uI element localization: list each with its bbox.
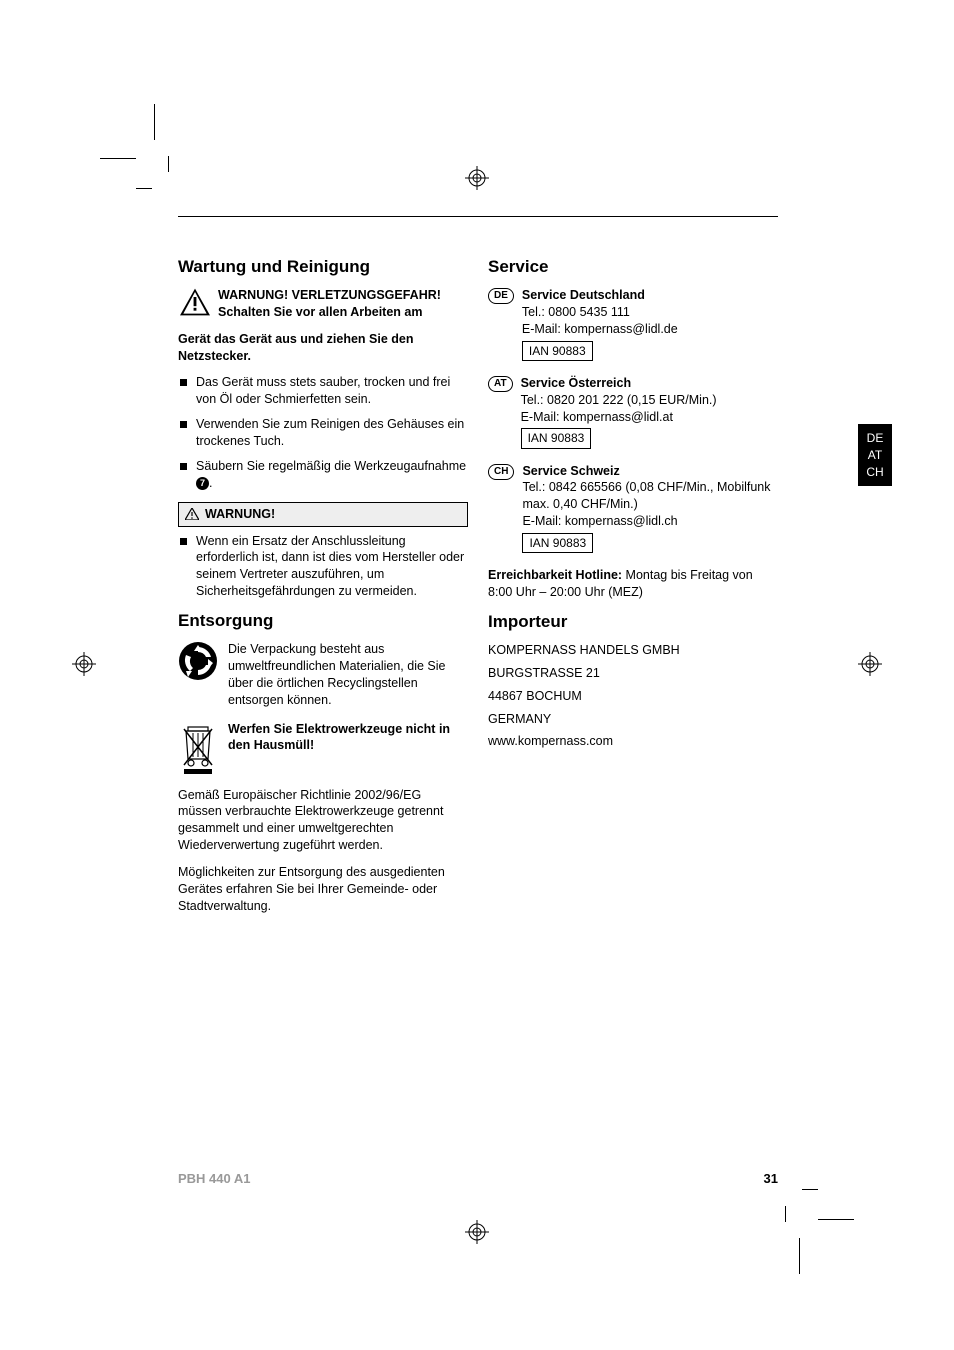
page-footer: PBH 440 A1 31: [178, 1171, 778, 1186]
warning-continuation: Gerät das Gerät aus und ziehen Sie den N…: [178, 331, 468, 365]
crop-mark-icon: [100, 158, 136, 159]
registration-mark-icon: [858, 652, 882, 676]
bullet-list-2: Wenn ein Ersatz der Anschlussleitung erf…: [178, 533, 468, 601]
service-tel: Tel.: 0820 201 222 (0,15 EUR/Min.): [521, 392, 717, 409]
heading-importeur: Importeur: [488, 611, 778, 634]
list-item: Wenn ein Ersatz der Anschlussleitung erf…: [178, 533, 468, 601]
registration-mark-icon: [72, 652, 96, 676]
importer-line: KOMPERNASS HANDELS GMBH: [488, 642, 778, 659]
service-tel: Tel.: 0800 5435 111: [522, 304, 678, 321]
bullet-list-1: Das Gerät muss stets sauber, trocken und…: [178, 374, 468, 491]
weee-bin-icon: [178, 721, 218, 775]
ian-number: IAN 90883: [521, 428, 592, 448]
warnung-box: WARNUNG!: [178, 502, 468, 527]
crop-mark-icon: [818, 1219, 854, 1220]
paragraph: Möglichkeiten zur Entsorgung des ausgedi…: [178, 864, 468, 915]
crop-mark-icon: [799, 1238, 800, 1274]
list-item: Das Gerät muss stets sauber, trocken und…: [178, 374, 468, 408]
lang-code: DE: [858, 430, 892, 447]
ian-number: IAN 90883: [522, 341, 593, 361]
service-tel: Tel.: 0842 665566 (0,08 CHF/Min., Mobilf…: [522, 479, 778, 513]
country-badge: DE: [488, 288, 514, 304]
service-title: Service Österreich: [521, 375, 717, 392]
service-title: Service Schweiz: [522, 463, 778, 480]
crop-mark-icon: [154, 104, 155, 140]
service-email: E-Mail: kompernass@lidl.de: [522, 321, 678, 338]
country-badge: AT: [488, 376, 513, 392]
recycle-icon: [178, 641, 218, 681]
registration-mark-icon: [465, 1220, 489, 1244]
ian-number: IAN 90883: [522, 533, 593, 553]
warning-small-icon: [185, 508, 199, 520]
weee-row: Werfen Sie Elektrowerkzeuge nicht in den…: [178, 721, 468, 775]
lang-code: AT: [858, 447, 892, 464]
warning-triangle-icon: [178, 287, 212, 317]
registration-mark-icon: [465, 166, 489, 190]
hotline-label: Erreichbarkeit Hotline:: [488, 568, 622, 582]
warning-block: WARNUNG! VERLETZUNGSGEFAHR! Schalten Sie…: [178, 287, 468, 321]
left-column: Wartung und Reinigung WARNUNG! VERLETZUN…: [178, 256, 468, 925]
importer-line: BURGSTRASSE 21: [488, 665, 778, 682]
service-entry: AT Service Österreich Tel.: 0820 201 222…: [488, 375, 778, 459]
crop-mark-icon: [136, 188, 152, 189]
service-email: E-Mail: kompernass@lidl.ch: [522, 513, 778, 530]
lang-code: CH: [858, 464, 892, 481]
hotline-para: Erreichbarkeit Hotline: Montag bis Freit…: [488, 567, 778, 601]
heading-wartung: Wartung und Reinigung: [178, 256, 468, 279]
paragraph: Gemäß Europäischer Richtlinie 2002/96/EG…: [178, 787, 468, 855]
importer-line: GERMANY: [488, 711, 778, 728]
weee-text: Werfen Sie Elektrowerkzeuge nicht in den…: [228, 721, 468, 775]
page-content: Wartung und Reinigung WARNUNG! VERLETZUN…: [178, 216, 778, 925]
heading-service: Service: [488, 256, 778, 279]
language-tab: DE AT CH: [858, 424, 892, 486]
service-email: E-Mail: kompernass@lidl.at: [521, 409, 717, 426]
service-entry: DE Service Deutschland Tel.: 0800 5435 1…: [488, 287, 778, 371]
model-number: PBH 440 A1: [178, 1171, 251, 1186]
warnung-label: WARNUNG!: [205, 506, 275, 523]
list-item: Säubern Sie regelmäßig die Werkzeugaufna…: [178, 458, 468, 492]
importer-url: www.kompernass.com: [488, 733, 778, 750]
crop-mark-icon: [785, 1206, 786, 1222]
service-title: Service Deutschland: [522, 287, 678, 304]
recycle-row: Die Verpackung besteht aus umweltfreundl…: [178, 641, 468, 709]
country-badge: CH: [488, 464, 514, 480]
heading-entsorgung: Entsorgung: [178, 610, 468, 633]
list-item: Verwenden Sie zum Reinigen des Gehäuses …: [178, 416, 468, 450]
recycle-text: Die Verpackung besteht aus umweltfreundl…: [228, 641, 468, 709]
crop-mark-icon: [168, 156, 169, 172]
right-column: Service DE Service Deutschland Tel.: 080…: [488, 256, 778, 925]
part-number-icon: 7: [196, 477, 209, 490]
importer-line: 44867 BOCHUM: [488, 688, 778, 705]
service-entry: CH Service Schweiz Tel.: 0842 665566 (0,…: [488, 463, 778, 564]
page-number: 31: [764, 1171, 778, 1186]
list-item-text: Säubern Sie regelmäßig die Werkzeugaufna…: [196, 459, 466, 473]
crop-mark-icon: [802, 1189, 818, 1190]
warning-title: WARNUNG! VERLETZUNGSGEFAHR! Schalten Sie…: [218, 287, 468, 321]
